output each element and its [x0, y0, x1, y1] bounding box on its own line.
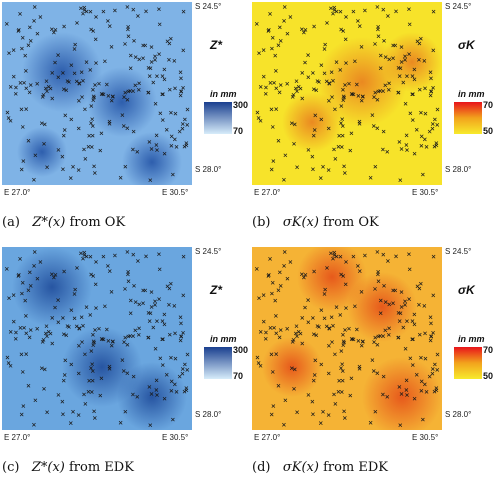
coord-label-north: S 24.5°: [195, 247, 221, 256]
coord-label-east: E 30.5°: [162, 433, 188, 442]
caption-tag: (c): [2, 460, 19, 475]
map-intensity-region: [87, 67, 157, 137]
map-zstar-ok: [2, 2, 192, 185]
colorbar-max: 300: [233, 100, 248, 110]
colorbar: [454, 102, 482, 134]
coord-label-east: E 30.5°: [162, 188, 188, 197]
caption: (b) σK(x) from OK: [252, 215, 379, 230]
caption: (a) Z*(x) from OK: [2, 215, 125, 230]
caption-math: Z*(x): [32, 460, 65, 475]
colorbar: [204, 102, 232, 134]
caption-tag: (d): [252, 460, 270, 475]
caption-text: from OK: [323, 215, 379, 230]
caption-text: from OK: [69, 215, 125, 230]
coord-label-east: E 30.5°: [412, 433, 438, 442]
unit-label: in mm: [458, 89, 485, 99]
coord-label-south: S 28.0°: [195, 410, 221, 419]
coord-label-south: S 28.0°: [445, 165, 471, 174]
map-intensity-region: [17, 127, 67, 177]
colorbar-min: 50: [483, 126, 493, 136]
colorbar-max: 300: [233, 345, 248, 355]
coord-label-south: S 28.0°: [445, 410, 471, 419]
coord-label-north: S 24.5°: [445, 247, 471, 256]
coord-label-west: E 27.0°: [254, 433, 280, 442]
variable-label: σK: [458, 38, 475, 52]
caption-math: σK(x): [283, 215, 319, 230]
coord-label-west: E 27.0°: [4, 433, 30, 442]
coord-label-north: S 24.5°: [445, 2, 471, 11]
caption-math: σK(x): [283, 460, 319, 475]
caption-tag: (a): [2, 215, 20, 230]
colorbar-min: 70: [233, 126, 243, 136]
unit-label: in mm: [458, 334, 485, 344]
coord-label-west: E 27.0°: [4, 188, 30, 197]
caption: (c) Z*(x) from EDK: [2, 460, 134, 475]
coord-label-north: S 24.5°: [195, 2, 221, 11]
colorbar: [204, 347, 232, 379]
coord-label-west: E 27.0°: [254, 188, 280, 197]
panel-a: S 24.5° S 28.0° E 27.0° E 30.5° Z* in mm…: [2, 2, 248, 242]
map-intensity-region: [347, 272, 417, 342]
map-intensity-region: [382, 32, 442, 92]
map-zstar-edk: [2, 247, 192, 430]
panel-c: S 24.5° S 28.0° E 27.0° E 30.5° Z* in mm…: [2, 247, 248, 487]
colorbar-min: 70: [233, 371, 243, 381]
map-intensity-region: [262, 337, 322, 397]
variable-label: Z*: [210, 38, 222, 52]
map-sigma-ok: [252, 2, 442, 185]
map-sigma-edk: [252, 247, 442, 430]
caption-text: from EDK: [69, 460, 134, 475]
colorbar-min: 50: [483, 371, 493, 381]
panel-d: S 24.5° S 28.0° E 27.0° E 30.5° σK in mm…: [252, 247, 498, 487]
map-intensity-region: [12, 247, 92, 327]
caption-text: from EDK: [323, 460, 388, 475]
caption-tag: (b): [252, 215, 270, 230]
variable-label: σK: [458, 283, 475, 297]
coord-label-south: S 28.0°: [195, 165, 221, 174]
coord-label-east: E 30.5°: [412, 188, 438, 197]
unit-label: in mm: [210, 334, 237, 344]
caption-math: Z*(x): [32, 215, 65, 230]
colorbar: [454, 347, 482, 379]
colorbar-max: 70: [483, 100, 493, 110]
caption: (d) σK(x) from EDK: [252, 460, 388, 475]
unit-label: in mm: [210, 89, 237, 99]
panel-b: S 24.5° S 28.0° E 27.0° E 30.5° σK in mm…: [252, 2, 498, 242]
colorbar-max: 70: [483, 345, 493, 355]
variable-label: Z*: [210, 283, 222, 297]
